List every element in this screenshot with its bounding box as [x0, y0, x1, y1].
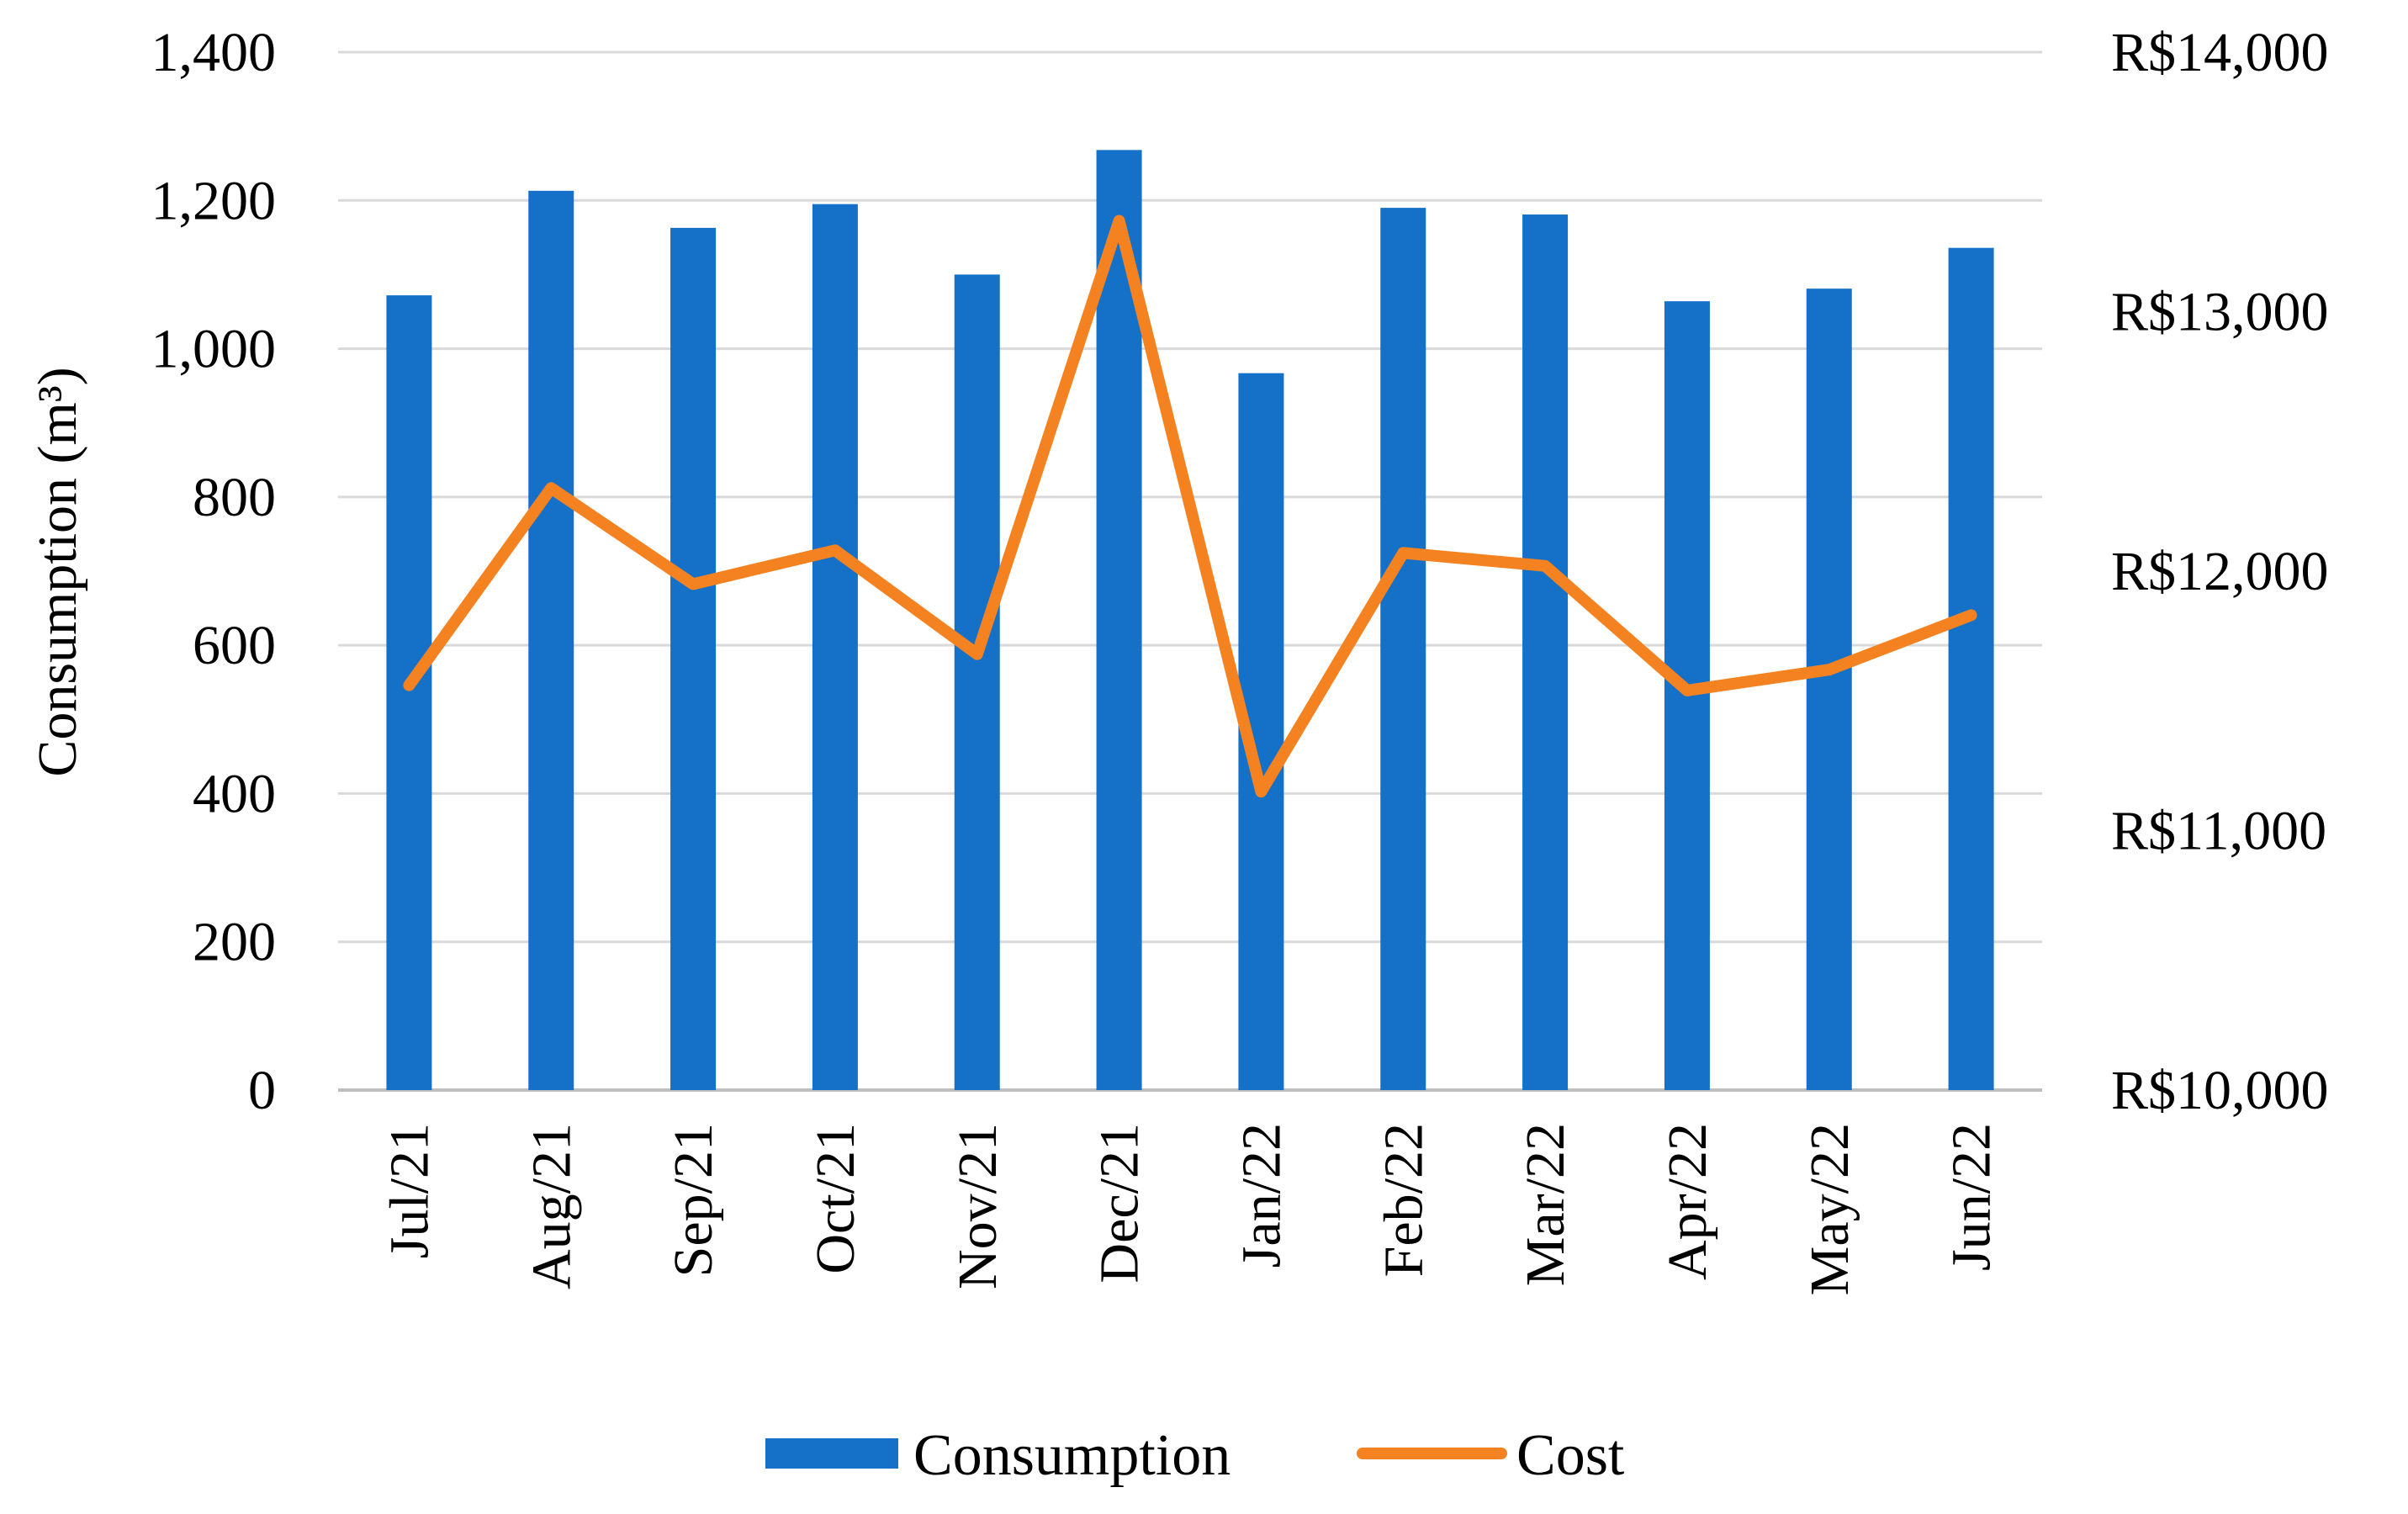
legend-label-consumption: Consumption: [913, 1423, 1230, 1488]
y-tick-label-0: 0: [248, 1060, 276, 1121]
bar-layer: [386, 150, 1994, 1091]
x-tick-label-Jun-22: Jun/22: [1941, 1123, 2003, 1271]
x-tick-label-Oct-21: Oct/21: [805, 1123, 866, 1274]
y2-tick-label-13000: R$13,000: [2111, 282, 2329, 343]
y-tick-label-800: 800: [193, 467, 276, 528]
y-axis-left: 0 200 400 600 800 1,000 1,200 1,400: [151, 22, 277, 1121]
bar-Feb-22: [1380, 208, 1426, 1091]
x-tick-label-Nov-21: Nov/21: [947, 1123, 1008, 1289]
y-tick-label-1400: 1,400: [151, 22, 277, 83]
legend: Consumption Cost: [765, 1423, 1625, 1488]
bar-Jul-21: [386, 295, 432, 1090]
y2-tick-label-10000: R$10,000: [2111, 1060, 2329, 1121]
bar-Jun-22: [1948, 247, 1994, 1090]
bar-May-22: [1806, 289, 1852, 1090]
y-tick-label-200: 200: [193, 912, 276, 973]
x-tick-label-Dec-21: Dec/21: [1089, 1123, 1151, 1284]
x-tick-label-May-22: May/22: [1799, 1123, 1860, 1295]
x-tick-label-Jan-22: Jan/22: [1230, 1123, 1292, 1268]
y-axis-title: Consumption (m³): [27, 367, 88, 776]
bar-Dec-21: [1096, 150, 1142, 1090]
x-tick-label-Apr-22: Apr/22: [1657, 1123, 1718, 1280]
line-layer: [403, 214, 1977, 798]
bar-Nov-21: [954, 274, 1000, 1090]
x-tick-label-Aug-21: Aug/21: [521, 1123, 582, 1289]
bar-Oct-21: [812, 204, 858, 1090]
grid-layer: [338, 50, 2042, 1092]
y-tick-label-1200: 1,200: [151, 170, 277, 231]
x-tick-label-Jul-21: Jul/21: [378, 1123, 440, 1258]
bar-Mar-22: [1522, 214, 1569, 1091]
legend-label-cost: Cost: [1516, 1423, 1625, 1488]
bar-Sep-21: [670, 227, 717, 1090]
bar-Aug-21: [528, 190, 574, 1090]
y2-tick-label-14000: R$14,000: [2111, 22, 2329, 83]
x-tick-label-Sep-21: Sep/21: [663, 1123, 724, 1277]
cost-line: [403, 214, 1977, 798]
y2-tick-label-12000: R$12,000: [2111, 541, 2329, 602]
legend-swatch-consumption: [765, 1438, 898, 1469]
y-tick-label-1000: 1,000: [151, 319, 277, 380]
y-tick-label-400: 400: [193, 763, 276, 824]
y-tick-label-600: 600: [193, 615, 276, 676]
x-tick-label-Feb-22: Feb/22: [1373, 1123, 1434, 1277]
y-axis-right: R$10,000 R$11,000 R$12,000 R$13,000 R$14,000: [2111, 22, 2329, 1121]
x-tick-label-Mar-22: Mar/22: [1515, 1123, 1576, 1286]
y2-tick-label-11000: R$11,000: [2111, 801, 2326, 862]
x-axis: Jul/21 Aug/21 Sep/21 Oct/21 Nov/21 Dec/21 Jan/…: [378, 1123, 2002, 1295]
